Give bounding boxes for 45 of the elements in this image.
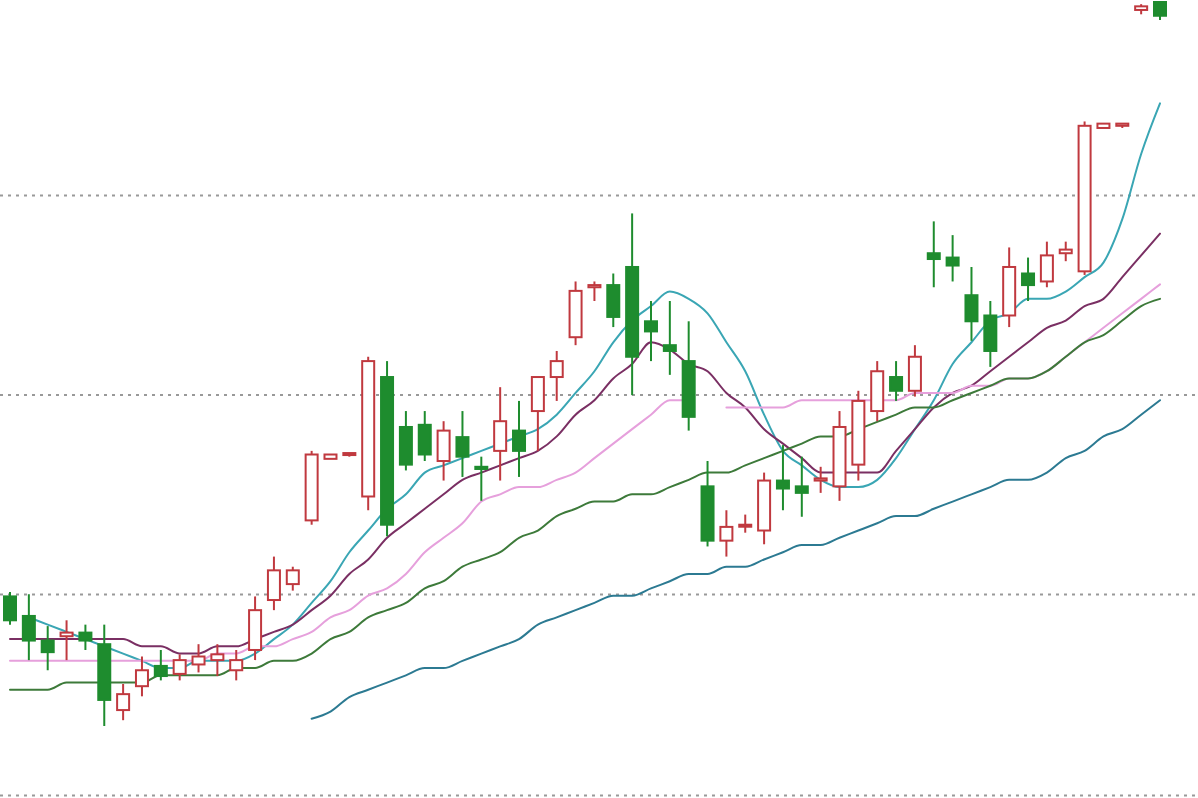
candlestick bbox=[568, 280, 583, 347]
candlestick bbox=[738, 513, 753, 534]
candlestick bbox=[3, 591, 17, 626]
candlestick bbox=[775, 444, 790, 512]
candlestick bbox=[1039, 240, 1054, 289]
candlestick bbox=[21, 593, 36, 662]
candlestick bbox=[964, 265, 979, 342]
candlestick bbox=[549, 349, 564, 402]
candlestick bbox=[1153, 1, 1167, 22]
candlestick bbox=[210, 643, 225, 678]
candlestick bbox=[945, 234, 960, 283]
candlestick bbox=[512, 399, 527, 478]
candlestick bbox=[606, 272, 621, 329]
candlestick bbox=[266, 555, 281, 612]
candlestick bbox=[59, 619, 74, 662]
candlestick bbox=[398, 410, 413, 472]
candlestick bbox=[153, 648, 168, 682]
candlestick bbox=[1058, 240, 1073, 263]
candlestick bbox=[643, 300, 658, 363]
candlestick bbox=[587, 280, 602, 303]
candlestick bbox=[794, 455, 809, 518]
candlestick bbox=[191, 643, 206, 674]
candlestick bbox=[907, 344, 922, 398]
candlestick bbox=[889, 360, 904, 402]
candlestick bbox=[870, 360, 885, 423]
candlestick bbox=[417, 410, 432, 463]
candlestick bbox=[40, 625, 55, 672]
candlestick bbox=[248, 595, 263, 662]
candlestick bbox=[530, 376, 545, 452]
candlestick bbox=[116, 683, 131, 722]
candlestick bbox=[229, 648, 244, 682]
candlestick bbox=[662, 300, 677, 376]
candlestick bbox=[813, 465, 828, 494]
candlestick bbox=[493, 386, 508, 482]
candlestick bbox=[719, 509, 734, 558]
candlestick bbox=[926, 220, 941, 289]
candlestick bbox=[1021, 256, 1036, 303]
candlestick bbox=[474, 455, 489, 502]
candlestick bbox=[983, 300, 998, 368]
candlestick bbox=[285, 565, 300, 592]
candlestick bbox=[436, 420, 451, 482]
candlestick bbox=[134, 655, 149, 698]
candlestick bbox=[455, 410, 470, 478]
candlestick bbox=[78, 623, 93, 651]
candlestick bbox=[172, 653, 187, 682]
